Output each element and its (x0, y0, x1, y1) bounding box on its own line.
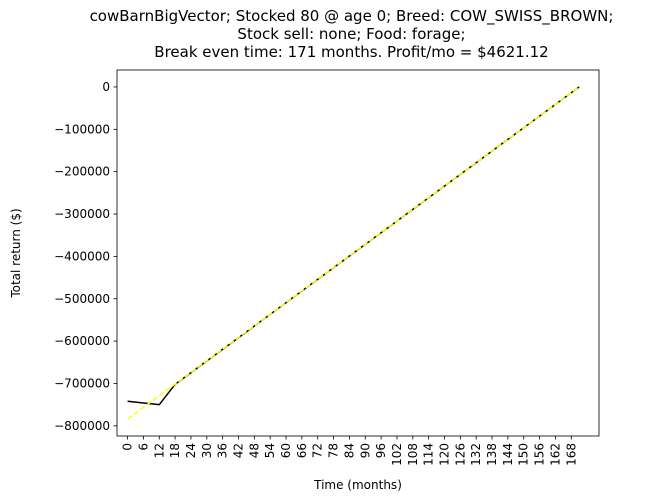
x-tick-label: 36 (216, 443, 230, 458)
y-tick-label: −600000 (54, 334, 110, 348)
y-tick-label: −100000 (54, 122, 110, 136)
series-layer (127, 86, 580, 420)
y-tick-label: −500000 (54, 292, 110, 306)
y-tick-label: −300000 (54, 207, 110, 221)
x-tick-label: 24 (184, 443, 198, 458)
x-tick-label: 120 (438, 443, 452, 466)
x-tick-label: 48 (247, 443, 261, 458)
x-axis-label: Time (months) (313, 478, 402, 492)
chart-title: cowBarnBigVector; Stocked 80 @ age 0; Br… (0, 7, 653, 61)
chart-title-line-2: Stock sell: none; Food: forage; (237, 25, 466, 43)
x-tick-label: 66 (295, 443, 309, 458)
chart-title-line-1: cowBarnBigVector; Stocked 80 @ age 0; Br… (89, 7, 614, 25)
x-tick-label: 132 (469, 443, 483, 466)
x-tick-label: 60 (279, 443, 293, 458)
y-axis-label: Total return ($) (9, 208, 23, 298)
y-tick-label: −800000 (54, 419, 110, 433)
x-tick-label: 84 (342, 443, 356, 458)
y-tick-label: −400000 (54, 249, 110, 263)
y-tick-label: −700000 (54, 376, 110, 390)
x-tick-label: 168 (564, 443, 578, 466)
x-tick-label: 126 (453, 443, 467, 466)
x-tick-label: 0 (121, 443, 135, 451)
x-tick-label: 162 (548, 443, 562, 466)
axes-frame (116, 69, 600, 437)
series-line-dashed (127, 86, 580, 420)
axes: 0 6 12 18 24 30 36 42 48 54 60 66 72 78 84 90 96 102 108 11… (54, 69, 600, 466)
x-tick-label: 90 (358, 443, 372, 458)
x-tick-label: 138 (485, 443, 499, 466)
x-tick-label: 12 (152, 443, 166, 458)
x-tick-label: 156 (533, 443, 547, 466)
x-tick-label: 96 (374, 443, 388, 458)
x-tick-label: 102 (390, 443, 404, 466)
x-tick-label: 72 (311, 443, 325, 458)
x-tick-label: 42 (231, 443, 245, 458)
x-tick-label: 78 (327, 443, 341, 458)
x-tick-label: 54 (263, 443, 277, 458)
x-tick-label: 150 (517, 443, 531, 466)
y-tick-label: 0 (102, 80, 110, 94)
chart-title-line-3: Break even time: 171 months. Profit/mo =… (154, 43, 549, 61)
x-tick-label: 108 (406, 443, 420, 466)
x-tick-label: 30 (200, 443, 214, 458)
x-tick-label: 144 (501, 443, 515, 466)
x-tick-label: 6 (136, 443, 150, 451)
x-tick-label: 114 (422, 443, 436, 466)
x-tick-label: 18 (168, 443, 182, 458)
y-tick-label: −200000 (54, 165, 110, 179)
